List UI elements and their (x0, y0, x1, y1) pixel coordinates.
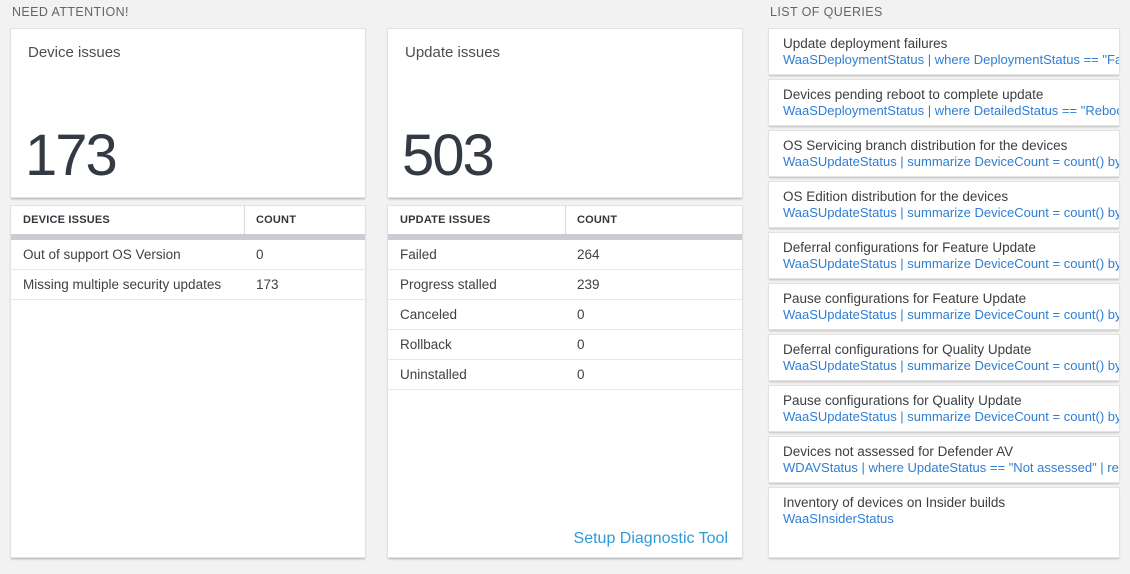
query-item[interactable]: Pause configurations for Quality Update … (768, 385, 1120, 432)
table-row[interactable]: Failed 264 (388, 240, 742, 270)
query-item[interactable]: Devices not assessed for Defender AV WDA… (768, 436, 1120, 483)
issue-count: 173 (256, 277, 279, 292)
query-title: Devices pending reboot to complete updat… (783, 87, 1044, 102)
query-title: Inventory of devices on Insider builds (783, 495, 1006, 510)
table-row[interactable]: Out of support OS Version 0 (11, 240, 365, 270)
device-issues-tile-title: Device issues (28, 44, 121, 61)
query-title: Pause configurations for Quality Update (783, 393, 1022, 408)
query-item[interactable]: Inventory of devices on Insider builds W… (768, 487, 1120, 558)
query-link[interactable]: WaaSDeploymentStatus | where DeploymentS… (783, 52, 1119, 67)
table-scrollbar[interactable] (388, 234, 742, 240)
device-issues-table-header: DEVICE ISSUES COUNT (11, 206, 365, 234)
query-item[interactable]: OS Edition distribution for the devices … (768, 181, 1120, 228)
update-issues-count-number: 503 (402, 123, 495, 188)
table-row[interactable]: Missing multiple security updates 173 (11, 270, 365, 300)
issue-label: Uninstalled (400, 367, 467, 382)
update-issues-tile[interactable]: Update issues 503 (387, 28, 743, 198)
update-issues-column-header: UPDATE ISSUES (400, 214, 491, 226)
issue-count: 0 (577, 337, 585, 352)
column-divider (565, 206, 566, 234)
device-issues-column-header: DEVICE ISSUES (23, 214, 110, 226)
table-row[interactable]: Progress stalled 239 (388, 270, 742, 300)
device-issues-count-number: 173 (25, 123, 118, 188)
query-link[interactable]: WaaSUpdateStatus | summarize DeviceCount… (783, 154, 1119, 169)
query-link[interactable]: WaaSUpdateStatus | summarize DeviceCount… (783, 409, 1119, 424)
need-attention-section-label: NEED ATTENTION! (12, 5, 129, 19)
query-title: Devices not assessed for Defender AV (783, 444, 1014, 459)
update-issues-table: UPDATE ISSUES COUNT Failed 264 Progress … (387, 205, 743, 558)
table-row[interactable]: Uninstalled 0 (388, 360, 742, 390)
list-of-queries-section-label: LIST OF QUERIES (770, 5, 883, 19)
issue-label: Missing multiple security updates (23, 277, 222, 292)
column-divider (244, 206, 245, 234)
issue-label: Progress stalled (400, 277, 497, 292)
query-link[interactable]: WDAVStatus | where UpdateStatus == "Not … (783, 460, 1119, 475)
query-title: OS Servicing branch distribution for the… (783, 138, 1068, 153)
issue-count: 0 (577, 307, 585, 322)
count-column-header: COUNT (256, 214, 297, 226)
query-item[interactable]: Deferral configurations for Quality Upda… (768, 334, 1120, 381)
issue-count: 264 (577, 247, 600, 262)
list-of-queries-panel: Update deployment failures WaaSDeploymen… (768, 28, 1120, 558)
query-title: Update deployment failures (783, 36, 948, 51)
query-link[interactable]: WaaSUpdateStatus | summarize DeviceCount… (783, 256, 1119, 271)
query-link[interactable]: WaaSInsiderStatus (783, 511, 894, 526)
device-issues-table: DEVICE ISSUES COUNT Out of support OS Ve… (10, 205, 366, 558)
issue-label: Rollback (400, 337, 452, 352)
table-row[interactable]: Canceled 0 (388, 300, 742, 330)
query-item[interactable]: OS Servicing branch distribution for the… (768, 130, 1120, 177)
issue-label: Canceled (400, 307, 458, 322)
query-item[interactable]: Deferral configurations for Feature Upda… (768, 232, 1120, 279)
issue-count: 0 (256, 247, 264, 262)
device-issues-tile[interactable]: Device issues 173 (10, 28, 366, 198)
query-title: Pause configurations for Feature Update (783, 291, 1027, 306)
query-item[interactable]: Update deployment failures WaaSDeploymen… (768, 28, 1120, 75)
issue-count: 0 (577, 367, 585, 382)
table-row[interactable]: Rollback 0 (388, 330, 742, 360)
setup-diagnostic-tool-link[interactable]: Setup Diagnostic Tool (573, 530, 728, 547)
query-title: Deferral configurations for Feature Upda… (783, 240, 1036, 255)
update-issues-tile-title: Update issues (405, 44, 501, 61)
query-link[interactable]: WaaSUpdateStatus | summarize DeviceCount… (783, 205, 1119, 220)
table-scrollbar[interactable] (11, 234, 365, 240)
issue-label: Failed (400, 247, 437, 262)
query-link[interactable]: WaaSUpdateStatus | summarize DeviceCount… (783, 307, 1119, 322)
issue-label: Out of support OS Version (23, 247, 181, 262)
update-issues-table-header: UPDATE ISSUES COUNT (388, 206, 742, 234)
query-title: Deferral configurations for Quality Upda… (783, 342, 1032, 357)
query-link[interactable]: WaaSDeploymentStatus | where DetailedSta… (783, 103, 1119, 118)
query-item[interactable]: Pause configurations for Feature Update … (768, 283, 1120, 330)
query-title: OS Edition distribution for the devices (783, 189, 1009, 204)
query-item[interactable]: Devices pending reboot to complete updat… (768, 79, 1120, 126)
query-link[interactable]: WaaSUpdateStatus | summarize DeviceCount… (783, 358, 1119, 373)
count-column-header: COUNT (577, 214, 618, 226)
issue-count: 239 (577, 277, 600, 292)
